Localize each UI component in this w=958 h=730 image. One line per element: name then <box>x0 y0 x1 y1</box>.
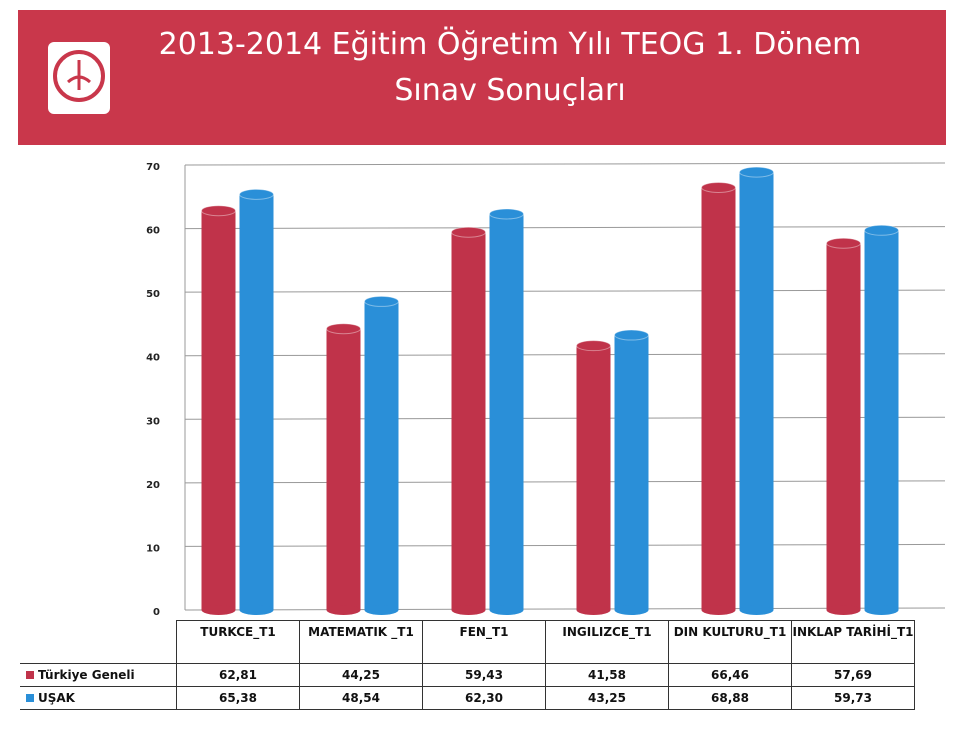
bar-base <box>576 605 611 615</box>
bar-body <box>451 232 486 610</box>
bar-top <box>489 208 524 220</box>
grid-line <box>184 162 946 166</box>
grid-line <box>184 480 946 484</box>
bar-base <box>739 605 774 615</box>
bar-base <box>201 605 236 615</box>
bar-base <box>239 605 274 615</box>
bar-top <box>739 166 774 178</box>
bar-body <box>326 328 361 610</box>
y-tick-label: 0 <box>153 607 160 618</box>
y-tick-label: 40 <box>146 353 160 364</box>
bar-top <box>364 295 399 307</box>
legend-entry: Türkiye Geneli <box>20 663 177 687</box>
bar-top <box>451 226 486 238</box>
legend-swatch <box>26 694 34 702</box>
bar-body <box>489 213 524 610</box>
x-tick-label: TURKCE_T1 <box>176 620 300 664</box>
bar-top <box>239 188 274 200</box>
grid-line <box>184 607 946 611</box>
x-tick-label: MATEMATIK _T1 <box>299 620 423 664</box>
bar <box>489 208 524 615</box>
bar <box>826 237 861 615</box>
y-tick-label: 20 <box>146 480 160 491</box>
legend-label: Türkiye Geneli <box>38 668 135 682</box>
grid-line <box>184 543 946 547</box>
legend-label: UŞAK <box>38 691 75 705</box>
x-tick-label: INGILIZCE_T1 <box>545 620 669 664</box>
bar-base <box>701 605 736 615</box>
legend-entry: UŞAK <box>20 686 177 710</box>
grid-line <box>184 289 946 293</box>
corner <box>20 620 177 664</box>
bar-body <box>701 187 736 611</box>
bar-base <box>614 605 649 615</box>
bar <box>864 224 899 615</box>
bar-top <box>201 205 236 217</box>
bar-body <box>576 345 611 610</box>
data-table: TURKCE_T1 MATEMATIK _T1 FEN_T1 INGILIZCE_T1… <box>20 620 915 710</box>
bar-base <box>864 605 899 615</box>
bar <box>364 295 399 615</box>
bar-base <box>326 605 361 615</box>
data-label: 43,25 <box>545 686 669 710</box>
data-label: 44,25 <box>299 663 423 687</box>
y-tick-label: 30 <box>146 416 160 427</box>
bar <box>739 166 774 615</box>
data-label: 62,81 <box>176 663 300 687</box>
bar-body <box>864 230 899 611</box>
bar-top <box>614 329 649 341</box>
grid-line <box>184 416 946 420</box>
bar-base <box>826 605 861 615</box>
bar-base <box>489 605 524 615</box>
data-label: 48,54 <box>299 686 423 710</box>
bar-top <box>864 224 899 236</box>
bar-body <box>826 243 861 611</box>
data-label: 68,88 <box>668 686 792 710</box>
logo <box>48 42 110 114</box>
x-tick-label: DIN KULTURU_T1 <box>668 620 792 664</box>
y-tick-label: 10 <box>146 543 160 554</box>
bar <box>614 329 649 615</box>
series-row: Türkiye Geneli 62,81 44,25 59,43 41,58 66,46 5… <box>20 663 915 687</box>
y-tick-label: 50 <box>146 289 160 300</box>
y-tick-label: 70 <box>146 162 160 173</box>
chart-title: 2013-2014 Eğitim Öğretim Yılı TEOG 1. Dö… <box>158 27 862 108</box>
bar <box>326 323 361 615</box>
bar-base <box>364 605 399 615</box>
x-tick-label: INKLAP TARİHİ_T1 <box>791 620 915 664</box>
grid-line <box>184 353 946 357</box>
data-label: 65,38 <box>176 686 300 710</box>
bar-body <box>201 210 236 610</box>
bar-top <box>826 237 861 249</box>
data-label: 59,43 <box>422 663 546 687</box>
bar <box>239 188 274 615</box>
data-label: 62,30 <box>422 686 546 710</box>
bar-top <box>576 340 611 352</box>
bar-body <box>739 172 774 610</box>
grid-line <box>184 226 946 230</box>
bar <box>451 226 486 615</box>
data-label: 57,69 <box>791 663 915 687</box>
bar-body <box>364 301 399 610</box>
y-tick-label: 60 <box>146 226 160 237</box>
bar <box>576 340 611 615</box>
title-banner <box>18 10 946 145</box>
header-row: TURKCE_T1 MATEMATIK _T1 FEN_T1 INGILIZCE_T1… <box>20 620 915 664</box>
bar-body <box>239 194 274 610</box>
bar-top <box>701 182 736 194</box>
data-label: 66,46 <box>668 663 792 687</box>
legend-swatch <box>26 671 34 679</box>
series-row: UŞAK 65,38 48,54 62,30 43,25 68,88 59,73 <box>20 686 915 710</box>
bar-base <box>451 605 486 615</box>
bar-top <box>326 323 361 335</box>
data-label: 59,73 <box>791 686 915 710</box>
x-tick-label: FEN_T1 <box>422 620 546 664</box>
bar <box>201 205 236 615</box>
bar-body <box>614 335 649 610</box>
data-label: 41,58 <box>545 663 669 687</box>
bar <box>701 182 736 615</box>
